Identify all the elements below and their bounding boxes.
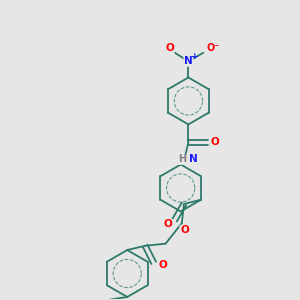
Text: O: O (159, 260, 167, 270)
Text: O: O (164, 219, 172, 230)
Text: N: N (189, 154, 198, 164)
Text: O: O (211, 137, 220, 147)
Text: H: H (178, 154, 186, 164)
Text: +: + (190, 52, 198, 61)
Text: N: N (184, 56, 193, 66)
Text: O: O (180, 225, 189, 236)
Text: O: O (165, 44, 174, 53)
Text: O⁻: O⁻ (206, 44, 219, 53)
